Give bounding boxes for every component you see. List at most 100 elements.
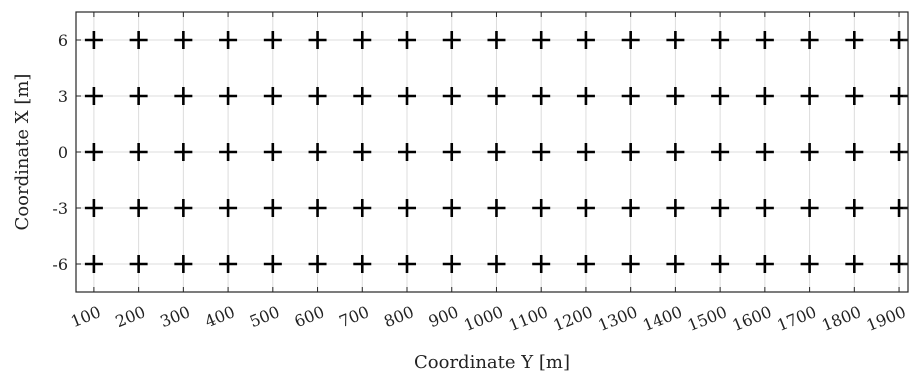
plus-marker — [353, 31, 372, 49]
x-tick-label: 600 — [292, 302, 327, 331]
plus-marker — [621, 255, 640, 273]
plus-marker — [845, 143, 864, 161]
x-tick-label: 1000 — [461, 302, 506, 335]
plus-marker — [487, 199, 506, 217]
plus-marker — [129, 31, 148, 49]
plus-marker — [84, 199, 103, 217]
plus-marker — [487, 143, 506, 161]
plus-marker — [442, 255, 461, 273]
x-tick-label: 1800 — [819, 302, 864, 335]
plus-marker — [755, 255, 774, 273]
y-tick-label: 3 — [58, 87, 68, 106]
x-tick-label: 1600 — [729, 302, 774, 335]
x-tick-label: 500 — [247, 302, 282, 331]
plus-marker — [755, 87, 774, 105]
plus-marker — [263, 143, 282, 161]
x-tick-label: 1500 — [685, 302, 730, 335]
plus-marker — [129, 143, 148, 161]
plus-marker — [576, 31, 595, 49]
plus-marker — [755, 143, 774, 161]
plus-marker — [84, 87, 103, 105]
plus-marker — [487, 87, 506, 105]
y-tick-label: 6 — [58, 31, 68, 50]
plus-marker — [711, 199, 730, 217]
plus-marker — [576, 87, 595, 105]
plus-marker — [129, 199, 148, 217]
plus-marker — [800, 199, 819, 217]
plus-marker — [532, 87, 551, 105]
x-tick-label: 1300 — [595, 302, 640, 335]
x-tick-label: 100 — [68, 302, 103, 331]
plus-marker — [219, 255, 238, 273]
plus-marker — [442, 199, 461, 217]
plus-marker — [129, 87, 148, 105]
plus-marker — [263, 255, 282, 273]
x-tick-label: 1900 — [864, 302, 909, 335]
plus-marker — [800, 31, 819, 49]
plus-marker — [263, 199, 282, 217]
x-tick-label: 1100 — [506, 302, 551, 335]
x-tick-label: 1400 — [640, 302, 685, 335]
plus-marker — [845, 87, 864, 105]
plus-marker — [576, 199, 595, 217]
plus-marker — [621, 87, 640, 105]
plus-marker — [308, 87, 327, 105]
plus-marker — [353, 87, 372, 105]
plus-marker — [442, 31, 461, 49]
plus-marker — [398, 31, 417, 49]
plus-marker — [174, 31, 193, 49]
plus-marker — [800, 87, 819, 105]
plus-marker — [442, 87, 461, 105]
plus-marker — [711, 31, 730, 49]
plus-marker — [398, 143, 417, 161]
plus-marker — [353, 255, 372, 273]
plus-marker — [487, 255, 506, 273]
plus-marker — [576, 143, 595, 161]
plus-marker — [755, 31, 774, 49]
x-axis-tick-labels: 100 200 300 400 500 600 700 800 900 1000 1100 1200 1… — [68, 302, 909, 335]
tick-marks — [76, 12, 908, 292]
plus-marker — [263, 87, 282, 105]
plus-marker — [800, 255, 819, 273]
plus-marker — [845, 255, 864, 273]
plus-marker — [308, 143, 327, 161]
plus-marker — [845, 31, 864, 49]
plus-marker — [219, 143, 238, 161]
plus-marker — [219, 199, 238, 217]
data-markers — [84, 31, 909, 273]
plus-marker — [576, 255, 595, 273]
plus-marker — [84, 31, 103, 49]
plus-marker — [621, 31, 640, 49]
plus-marker — [308, 199, 327, 217]
x-tick-label: 900 — [426, 302, 461, 331]
plus-marker — [755, 199, 774, 217]
plus-marker — [666, 31, 685, 49]
plus-marker — [666, 255, 685, 273]
x-tick-label: 1700 — [774, 302, 819, 335]
plus-marker — [800, 143, 819, 161]
plus-marker — [353, 199, 372, 217]
plus-marker — [263, 31, 282, 49]
plus-marker — [532, 199, 551, 217]
plus-marker — [174, 199, 193, 217]
plus-marker — [398, 199, 417, 217]
plus-marker — [174, 87, 193, 105]
plus-marker — [174, 255, 193, 273]
y-tick-label: -6 — [52, 255, 68, 274]
plus-marker — [711, 143, 730, 161]
plus-marker — [353, 143, 372, 161]
plus-marker — [532, 255, 551, 273]
plus-marker — [129, 255, 148, 273]
plus-marker — [442, 143, 461, 161]
plus-marker — [711, 87, 730, 105]
plus-marker — [487, 31, 506, 49]
x-tick-label: 200 — [113, 302, 148, 331]
y-tick-label: 0 — [58, 143, 68, 162]
plus-marker — [398, 87, 417, 105]
plus-marker — [219, 87, 238, 105]
plus-marker — [308, 255, 327, 273]
plus-marker — [666, 143, 685, 161]
plus-marker — [845, 199, 864, 217]
y-tick-label: -3 — [52, 199, 68, 218]
plus-marker — [621, 143, 640, 161]
